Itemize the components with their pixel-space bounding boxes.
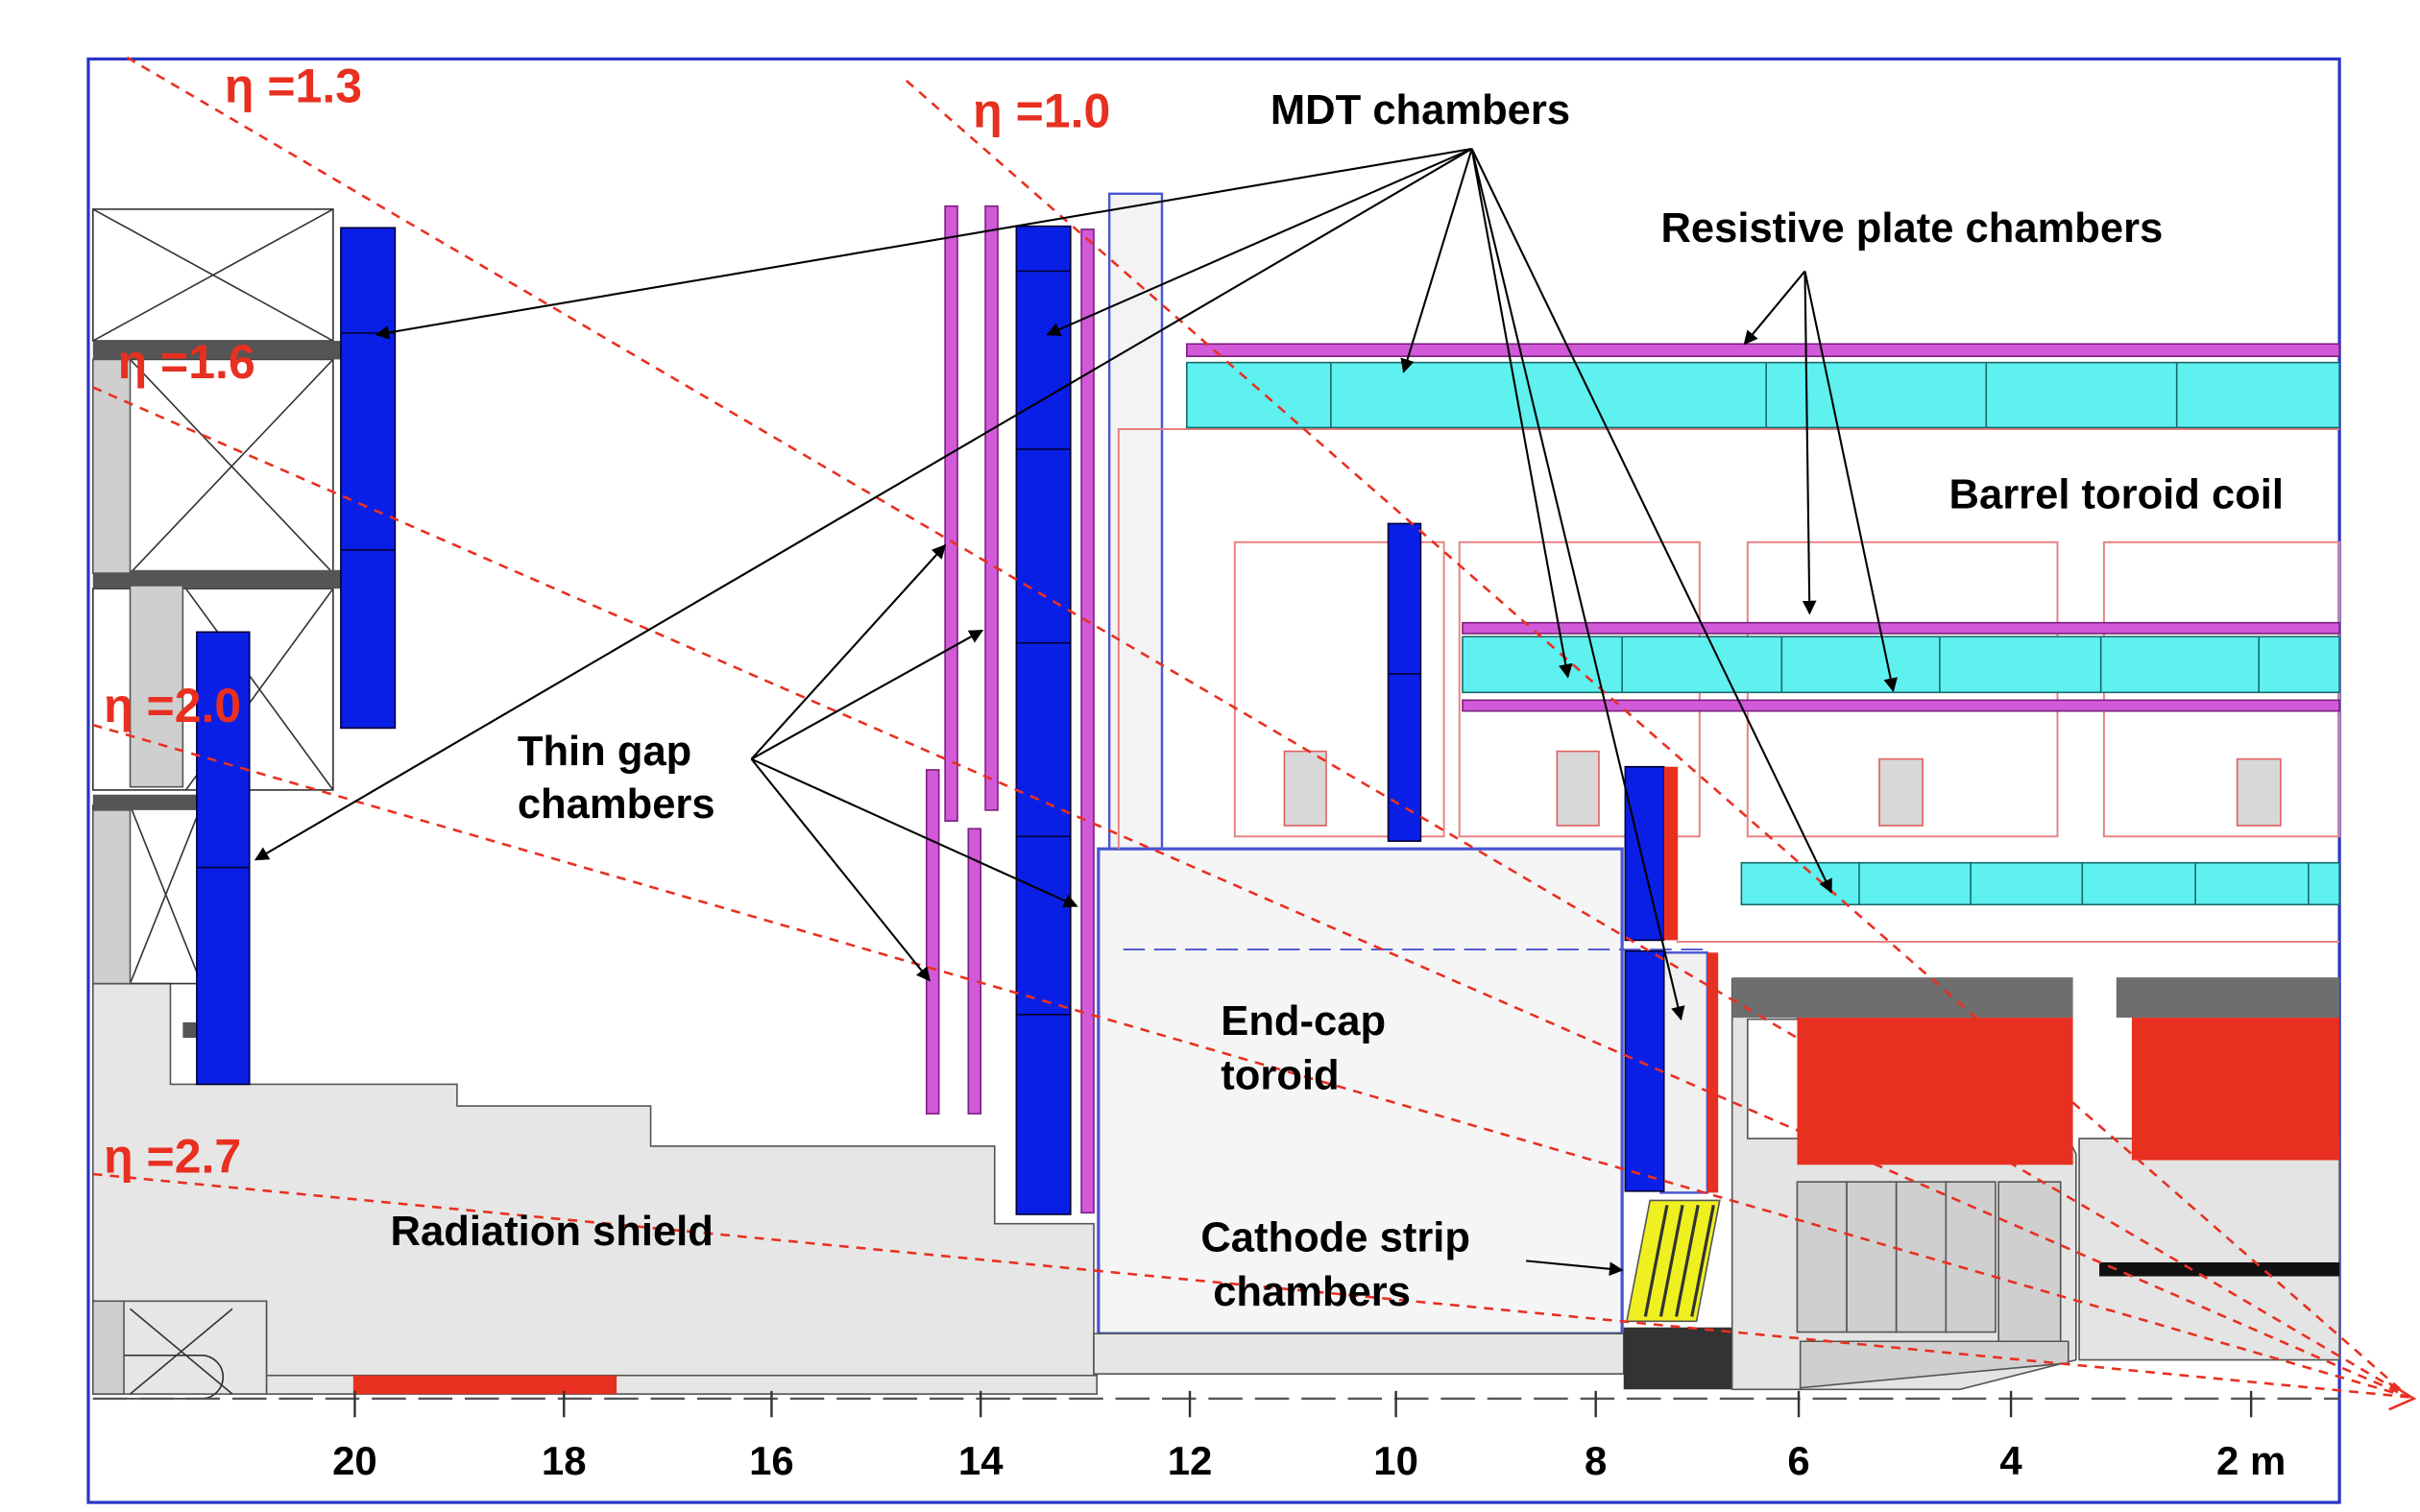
eta-label-2-7: η =2.7 bbox=[104, 1129, 241, 1183]
small-wheel-frame bbox=[1659, 951, 1709, 1194]
mdt-label: MDT chambers bbox=[1270, 87, 1570, 133]
eta-line-2-7 bbox=[92, 1172, 2409, 1399]
rpc-label: Resistive plate chambers bbox=[1660, 205, 2163, 252]
barrel-middle-mdt bbox=[1462, 636, 2340, 694]
eta-labels: η =1.3 η =1.0 η =1.6 η =2.0 η =2.7 bbox=[104, 60, 1110, 1184]
tick-label: 16 bbox=[749, 1438, 794, 1483]
csc-base-block bbox=[1623, 1327, 1732, 1390]
cathode-strip-chambers bbox=[1626, 1199, 1721, 1323]
eta-line-1-6 bbox=[92, 386, 2410, 1399]
small-wheel-mdt-upper bbox=[1624, 765, 1665, 942]
eta-label-1-6: η =1.6 bbox=[118, 335, 255, 389]
barrel-extended-mdt bbox=[1387, 522, 1422, 842]
endcap-toroid bbox=[1097, 847, 1624, 1335]
shield-red-block bbox=[352, 1375, 617, 1395]
csc-label-line2: chambers bbox=[1213, 1269, 1411, 1315]
tgc-label-line1: Thin gap bbox=[518, 729, 691, 775]
csc-label-line1: Cathode strip bbox=[1200, 1215, 1470, 1261]
axis-tick-labels: 20 18 16 14 12 10 8 6 4 2 m bbox=[332, 1438, 2286, 1483]
csc-callout-arrow bbox=[1526, 1260, 1624, 1277]
barrel-cryostat bbox=[1731, 977, 2340, 1019]
tgc-label-line2: chambers bbox=[518, 781, 715, 828]
small-wheel-tgc-lower bbox=[1706, 952, 1719, 1193]
tick-label: 12 bbox=[1168, 1438, 1213, 1483]
mdt-callout-arrows bbox=[254, 147, 1832, 1021]
tick-label: 18 bbox=[542, 1438, 587, 1483]
barrel-middle-rpc-top bbox=[1462, 621, 2340, 635]
eta-lines bbox=[92, 56, 2410, 1399]
component-labels: MDT chambers Resistive plate chambers Ba… bbox=[391, 87, 2284, 1315]
radiation-shield-label: Radiation shield bbox=[391, 1209, 714, 1255]
endcap-vertical-support bbox=[1107, 192, 1164, 853]
small-wheel-tgc-upper bbox=[1663, 766, 1679, 941]
rpc-callout-arrows bbox=[1743, 270, 1898, 693]
tick-label: 20 bbox=[332, 1438, 377, 1483]
solenoid-bar bbox=[2099, 1261, 2340, 1277]
endcap-middle-mdt bbox=[1015, 225, 1072, 1215]
eta-label-1-0: η =1.0 bbox=[973, 84, 1110, 137]
eta-line-1-3 bbox=[126, 56, 2410, 1399]
barrel-outer-rpc bbox=[1185, 343, 2340, 357]
eta-label-1-3: η =1.3 bbox=[225, 60, 362, 113]
barrel-inner-mdt bbox=[1740, 861, 2340, 906]
endcap-toroid-label-line1: End-cap bbox=[1221, 998, 1386, 1044]
thin-gap-chambers bbox=[925, 204, 1095, 1214]
left-support-structure bbox=[91, 208, 334, 1400]
tgc-callout-arrows bbox=[750, 543, 1078, 982]
interaction-point-arrow bbox=[2388, 1381, 2417, 1411]
eta-line-1-0 bbox=[905, 80, 2410, 1399]
barrel-toroid-label: Barrel toroid coil bbox=[1949, 471, 2284, 517]
tick-label: 8 bbox=[1585, 1438, 1607, 1483]
tick-label: 2 m bbox=[2216, 1438, 2286, 1483]
barrel-coil-supports bbox=[1283, 750, 2282, 827]
left-support-bars bbox=[92, 341, 341, 1039]
axis-tick-marks bbox=[353, 1390, 2253, 1418]
endcap-toroid-label-line2: toroid bbox=[1221, 1052, 1339, 1098]
tick-label: 10 bbox=[1373, 1438, 1418, 1483]
barrel-middle-rpc-bottom bbox=[1462, 699, 2340, 712]
tick-label: 14 bbox=[958, 1438, 1004, 1483]
small-wheel-mdt-lower bbox=[1624, 949, 1665, 1192]
left-support-pillars bbox=[91, 358, 184, 1395]
endcap-outer-mdt bbox=[196, 227, 397, 1086]
endcap-toroid-base bbox=[1093, 1332, 1625, 1375]
tick-label: 4 bbox=[1999, 1438, 2022, 1483]
eta-label-2-0: η =2.0 bbox=[104, 679, 241, 732]
barrel-outer-mdt bbox=[1185, 361, 2340, 429]
barrel-toroid-coil-cross-section bbox=[1797, 1018, 2340, 1165]
tick-label: 6 bbox=[1787, 1438, 1809, 1483]
calorimeter-modules bbox=[1796, 1181, 2069, 1389]
